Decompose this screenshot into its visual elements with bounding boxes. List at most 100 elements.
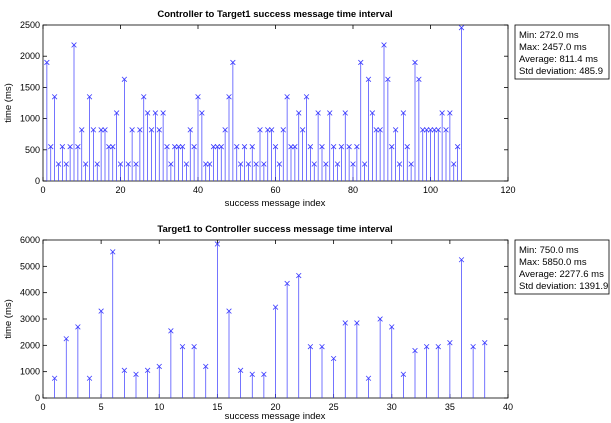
stem-marker bbox=[106, 143, 112, 150]
stem-marker bbox=[86, 375, 93, 381]
stem-marker bbox=[168, 328, 174, 334]
chart-1-stats-frame bbox=[514, 24, 610, 80]
chart-2-stat-std: Std deviation: 1391.9 bbox=[519, 281, 608, 292]
stem-marker bbox=[396, 161, 403, 167]
x-tick-label: 0 bbox=[40, 185, 45, 195]
stem-marker bbox=[82, 161, 89, 167]
chart-2-stats-box: Min: 750.0 ms Max: 5850.0 ms Average: 22… bbox=[514, 239, 610, 295]
stem-marker bbox=[361, 161, 368, 167]
stem-marker bbox=[412, 347, 418, 354]
stem-marker bbox=[172, 143, 178, 150]
stem-marker bbox=[249, 143, 255, 150]
chart-2-stems bbox=[51, 241, 488, 398]
stem-marker bbox=[392, 127, 399, 133]
stem-marker bbox=[51, 375, 58, 381]
stem-marker bbox=[423, 127, 430, 133]
chart-1: Controller to Target1 success message ti… bbox=[3, 9, 610, 209]
stem-marker bbox=[404, 143, 410, 150]
stem-marker bbox=[168, 161, 174, 167]
stem-marker bbox=[148, 127, 155, 133]
chart-1-title: Controller to Target1 success message ti… bbox=[157, 9, 392, 20]
stem-marker bbox=[354, 143, 360, 150]
stem-marker bbox=[303, 94, 310, 100]
chart-1-stat-min: Min: 272.0 ms bbox=[519, 30, 579, 41]
chart-2-ticks: 0 5 10 15 20 25 30 35 40 0 1000 2000 3000 4000 5000 600… bbox=[20, 235, 513, 412]
stem-marker bbox=[94, 161, 100, 167]
y-tick-label: 2000 bbox=[20, 340, 40, 350]
x-tick-label: 60 bbox=[270, 185, 280, 195]
y-tick-label: 5000 bbox=[20, 261, 40, 271]
stem-marker bbox=[334, 161, 341, 167]
stem-marker bbox=[199, 110, 205, 116]
stem-marker bbox=[210, 143, 217, 150]
x-tick-label: 40 bbox=[193, 185, 203, 195]
stem-marker bbox=[86, 94, 93, 100]
x-tick-label: 5 bbox=[99, 402, 104, 412]
stem-marker bbox=[408, 161, 414, 167]
y-tick-label: 3000 bbox=[20, 314, 40, 324]
x-tick-label: 25 bbox=[329, 402, 339, 412]
stem-marker bbox=[458, 25, 465, 31]
stem-marker bbox=[121, 367, 128, 374]
stem-marker bbox=[350, 161, 356, 167]
stem-marker bbox=[369, 110, 376, 116]
stem-marker bbox=[187, 127, 193, 133]
stem-marker bbox=[113, 110, 120, 116]
x-tick-label: 100 bbox=[423, 185, 438, 195]
y-tick-label: 1000 bbox=[20, 114, 40, 124]
stem-marker bbox=[137, 127, 143, 133]
stem-marker bbox=[381, 42, 387, 48]
stem-marker bbox=[431, 127, 438, 133]
stem-marker bbox=[268, 127, 275, 133]
stem-marker bbox=[125, 161, 131, 167]
y-tick-label: 1500 bbox=[20, 82, 40, 92]
stem-marker bbox=[63, 161, 69, 167]
x-tick-label: 10 bbox=[154, 402, 164, 412]
stem-marker bbox=[284, 94, 290, 100]
chart-2-xlabel: success message index bbox=[225, 411, 326, 422]
chart-1-stats-box: Min: 272.0 ms Max: 2457.0 ms Average: 81… bbox=[514, 24, 610, 80]
stem-marker bbox=[191, 143, 197, 150]
stem-marker bbox=[458, 257, 465, 263]
stem-marker bbox=[98, 127, 104, 133]
stem-marker bbox=[280, 127, 286, 133]
stem-marker bbox=[284, 280, 290, 287]
stem-marker bbox=[249, 371, 255, 377]
y-tick-label: 2500 bbox=[20, 20, 40, 30]
stem-marker bbox=[416, 76, 422, 82]
stem-marker bbox=[257, 127, 263, 133]
stem-marker bbox=[400, 371, 407, 377]
stem-marker bbox=[179, 143, 186, 150]
chart-1-stat-average: Average: 811.4 ms bbox=[519, 54, 598, 65]
y-tick-label: 0 bbox=[35, 393, 40, 403]
x-tick-label: 35 bbox=[445, 402, 455, 412]
stem-marker bbox=[160, 110, 166, 116]
stem-marker bbox=[482, 340, 488, 346]
x-tick-label: 20 bbox=[270, 402, 280, 412]
stem-marker bbox=[299, 127, 306, 133]
chart-1-stems bbox=[44, 25, 465, 181]
stem-marker bbox=[203, 363, 209, 370]
stem-marker bbox=[230, 59, 236, 66]
stem-marker bbox=[420, 127, 426, 133]
x-tick-label: 20 bbox=[115, 185, 125, 195]
stem-marker bbox=[261, 371, 267, 377]
stem-marker bbox=[447, 110, 453, 116]
stem-marker bbox=[63, 336, 69, 342]
stem-marker bbox=[288, 143, 294, 150]
stem-marker bbox=[51, 94, 58, 100]
stem-marker bbox=[214, 143, 221, 150]
stem-marker bbox=[75, 143, 81, 150]
chart-2-stats-frame bbox=[514, 239, 610, 295]
stem-marker bbox=[121, 76, 128, 82]
y-tick-label: 0 bbox=[35, 176, 40, 186]
chart-2-stat-min: Min: 750.0 ms bbox=[519, 245, 579, 256]
stem-marker bbox=[90, 127, 97, 133]
y-tick-label: 6000 bbox=[20, 235, 40, 245]
chart-2-ylabel: time (ms) bbox=[3, 299, 14, 339]
stem-marker bbox=[191, 343, 197, 350]
stem-marker bbox=[226, 94, 232, 100]
stem-marker bbox=[152, 110, 159, 116]
stem-marker bbox=[44, 59, 50, 66]
